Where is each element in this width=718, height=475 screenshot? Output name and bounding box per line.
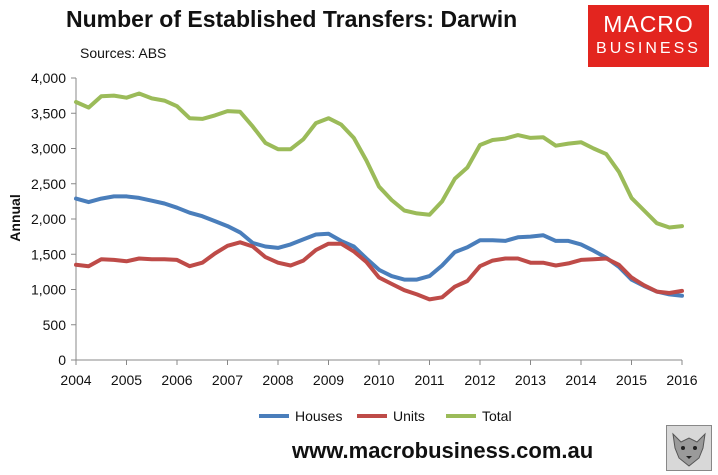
x-tick-label: 2008	[262, 372, 293, 388]
y-axis: 0 500 1,000 1,500 2,000 2,500 3,000 3,500 4,000	[31, 70, 77, 368]
y-tick-label: 500	[43, 317, 67, 333]
x-tick-label: 2014	[565, 372, 596, 388]
x-tick-label: 2006	[161, 372, 192, 388]
y-tick-label: 0	[58, 352, 66, 368]
y-tick-label: 1,500	[31, 246, 66, 262]
legend-label-units: Units	[393, 408, 425, 424]
x-axis: 2004 2005 2006 2007 2008 2009 2010 2011 2012 2013…	[60, 359, 698, 388]
series-line-units	[74, 240, 684, 302]
x-tick-label: 2015	[616, 372, 647, 388]
wolf-logo-icon	[666, 425, 712, 471]
logo-line-1: MACRO	[603, 11, 694, 37]
x-tick-label: 2016	[666, 372, 697, 388]
x-tick-label: 2005	[111, 372, 142, 388]
x-tick-label: 2010	[363, 372, 394, 388]
series-line-houses	[74, 194, 684, 298]
series-lines	[74, 91, 684, 302]
y-tick-label: 3,500	[31, 105, 66, 121]
website-url: www.macrobusiness.com.au	[292, 438, 594, 463]
x-tick-label: 2013	[515, 372, 546, 388]
y-tick-label: 4,000	[31, 70, 66, 86]
legend: Houses Units Total	[259, 408, 512, 424]
x-tick-label: 2012	[464, 372, 495, 388]
macrobusiness-logo: MACRO BUSINESS	[588, 5, 709, 67]
chart-subtitle: Sources: ABS	[80, 45, 167, 61]
y-tick-label: 1,000	[31, 282, 66, 298]
y-tick-label: 2,500	[31, 176, 66, 192]
y-tick-label: 2,000	[31, 211, 66, 227]
series-line-total	[74, 91, 684, 230]
x-tick-label: 2011	[414, 372, 444, 388]
y-axis-label: Annual	[7, 194, 23, 241]
y-tick-label: 3,000	[31, 141, 66, 157]
logo-line-2: BUSINESS	[596, 40, 701, 57]
x-tick-label: 2007	[212, 372, 243, 388]
legend-label-houses: Houses	[295, 408, 342, 424]
legend-label-total: Total	[482, 408, 512, 424]
x-tick-label: 2009	[313, 372, 344, 388]
x-tick-label: 2004	[60, 372, 91, 388]
chart-title: Number of Established Transfers: Darwin	[66, 6, 518, 32]
